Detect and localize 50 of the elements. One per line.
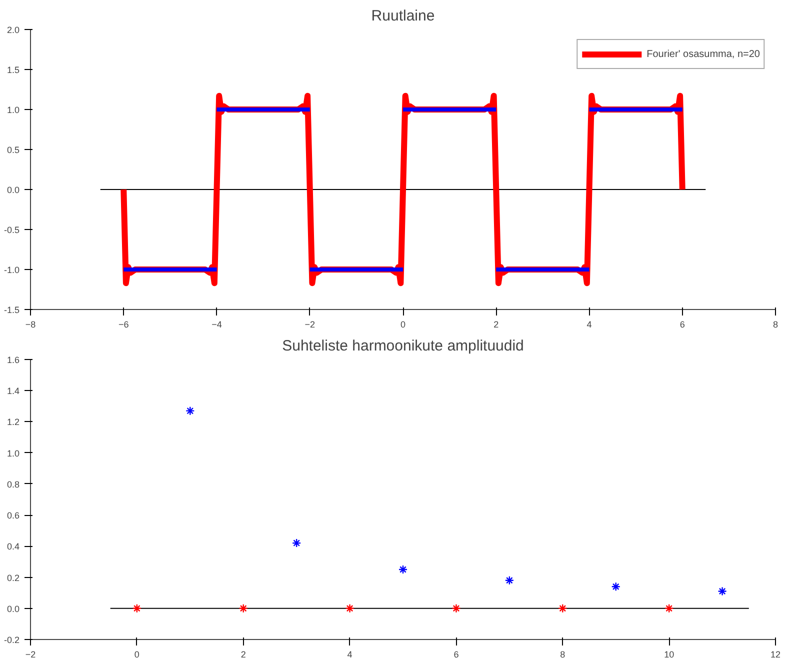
- y-tick-label: 1.4: [6, 386, 20, 396]
- x-tick-label: −8: [25, 320, 36, 330]
- y-tick-label: -1.0: [4, 265, 20, 275]
- x-tick-label: 2: [240, 650, 246, 660]
- point: [452, 604, 461, 613]
- chart-title: Suhteliste harmoonikute amplituudid: [282, 338, 524, 354]
- x-tick-label: 4: [347, 650, 352, 660]
- x-tick-label: −2: [25, 650, 36, 660]
- point: [611, 582, 620, 592]
- y-tick-label: 2.0: [6, 25, 20, 35]
- x-tick-label: 6: [454, 650, 459, 660]
- y-tick-label: -1.5: [4, 305, 20, 315]
- x-tick-label: 8: [772, 320, 778, 330]
- point: [398, 564, 408, 574]
- text: Fourier' osasumma, n=20: [646, 48, 760, 60]
- y-tick-label: 0.0: [6, 604, 20, 614]
- x-tick-label: −4: [212, 320, 222, 330]
- point: [186, 406, 195, 416]
- x-tick-label: 12: [770, 650, 781, 660]
- y-tick-label: 0.6: [6, 510, 20, 521]
- x-tick-label: 6: [680, 320, 685, 330]
- y-tick-label: 0.0: [6, 185, 20, 195]
- y-tick-label: 1.0: [6, 105, 20, 115]
- y-tick-label: -0.2: [4, 635, 20, 645]
- point: [292, 538, 302, 548]
- chart-title: Ruutlaine: [371, 8, 435, 24]
- y-tick-label: -0.5: [4, 225, 20, 235]
- y-tick-label: 0.4: [6, 542, 20, 552]
- x-tick-label: 4: [586, 320, 592, 330]
- x-tick-label: 0: [400, 320, 406, 330]
- y-tick-label: 1.6: [6, 355, 20, 365]
- y-tick-label: 1.0: [6, 448, 20, 458]
- point: [132, 604, 142, 613]
- y-tick-label: 0.2: [6, 572, 20, 583]
- y-tick-label: 0.5: [6, 145, 20, 155]
- x-tick-label: 10: [664, 650, 674, 660]
- x-tick-label: −6: [118, 320, 129, 330]
- x-tick-label: 0: [134, 650, 140, 660]
- point: [504, 576, 514, 585]
- x-tick-label: 8: [560, 650, 566, 660]
- x-tick-label: −2: [304, 320, 316, 330]
- point: [718, 586, 727, 596]
- point: [558, 604, 568, 613]
- y-tick-label: 0.8: [6, 479, 20, 490]
- point: [664, 604, 674, 613]
- y-tick-label: 1.2: [6, 417, 20, 428]
- y-tick-label: 1.5: [6, 65, 20, 75]
- point: [238, 604, 248, 613]
- point: [345, 604, 354, 613]
- x-tick-label: 2: [494, 320, 499, 330]
